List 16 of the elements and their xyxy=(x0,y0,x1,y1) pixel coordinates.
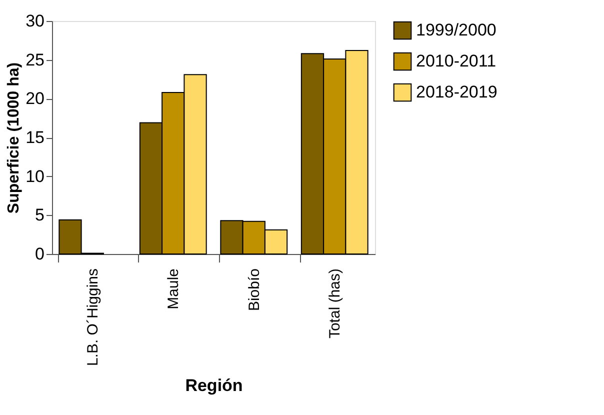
legend-label: 2018-2019 xyxy=(416,82,498,102)
x-axis-title: Región xyxy=(185,376,243,396)
y-tick-label: 30 xyxy=(26,12,44,30)
x-tick-label: Total (has) xyxy=(326,268,344,339)
y-axis-title: Superficie (1000 ha) xyxy=(6,62,23,214)
x-tick-label: Biobío xyxy=(246,268,263,312)
y-tick-label: 15 xyxy=(26,128,44,147)
y-tick-label: 25 xyxy=(26,50,44,70)
y-tick-label: 0 xyxy=(35,244,44,264)
x-tick-label: L.B. O´Higgins xyxy=(84,268,102,366)
y-tick-label: 10 xyxy=(26,166,44,186)
legend-label: 2010-2011 xyxy=(416,52,496,70)
y-tick-label: 5 xyxy=(35,206,44,225)
y-tick-label: 20 xyxy=(26,89,44,108)
x-tick-label: Maule xyxy=(165,268,182,310)
legend-label: 1999/2000 xyxy=(416,20,496,40)
